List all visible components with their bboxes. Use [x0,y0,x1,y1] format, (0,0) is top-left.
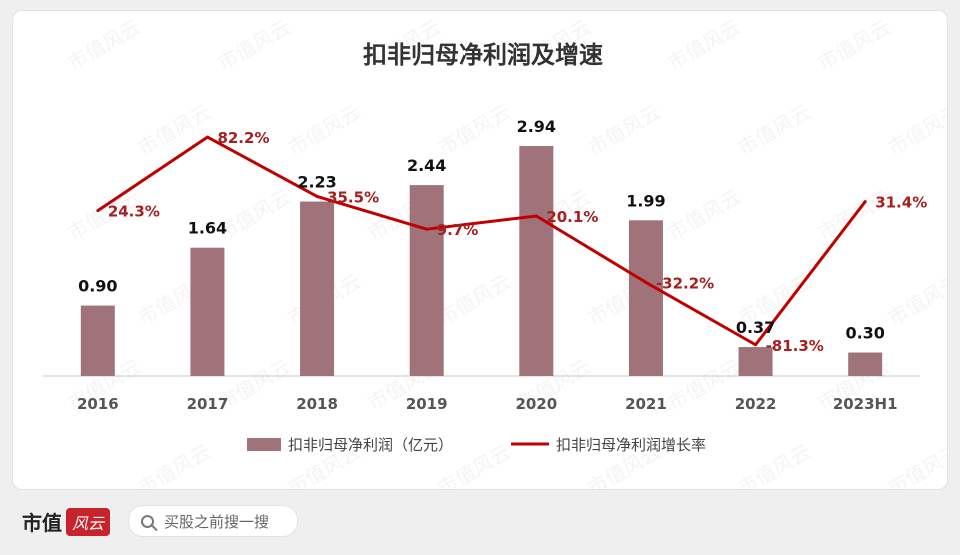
growth-value-label: 20.1% [546,208,598,226]
growth-value-label: 82.2% [217,129,269,147]
search-text: 买股之前搜一搜 [164,512,270,531]
watermark-text: 市值风云 [734,440,815,489]
watermark-text: 市值风云 [284,100,365,161]
watermark-text: 市值风云 [434,270,515,331]
watermark-text: 市值风云 [664,185,745,246]
x-tick-label: 2016 [77,395,119,413]
bar-2018 [300,201,335,376]
watermark-text: 市值风云 [884,270,948,331]
x-tick-label: 2018 [296,395,338,413]
growth-point [205,135,209,139]
growth-value-label: -32.2% [656,274,714,292]
bar-value-label: 2.23 [297,173,336,192]
growth-point [315,194,319,198]
x-tick-label: 2019 [406,395,448,413]
growth-point [644,280,648,284]
growth-point [96,209,100,213]
growth-value-label: 31.4% [875,194,927,212]
bar-2017 [190,247,225,376]
brand-logo: 市值 风云 [22,507,111,536]
bar-value-label: 0.37 [736,318,775,337]
legend: 扣非归母净利润（亿元） 扣非归母净利润增长率 [247,436,706,454]
growth-value-label: -81.3% [766,337,824,355]
watermark-text: 市值风云 [884,100,948,161]
watermark-text: 市值风云 [664,355,745,416]
brand-name: 市值 [22,511,62,535]
bar-2020 [519,146,554,376]
watermark-text: 市值风云 [134,100,215,161]
bar-2019 [409,185,444,376]
watermark-text: 市值风云 [434,100,515,161]
search-icon [141,514,154,528]
x-tick-label: 2017 [187,395,229,413]
watermark-text: 市值风云 [134,440,215,489]
bar-2016 [80,305,115,376]
watermark-text: 市值风云 [884,440,948,489]
bar-value-label: 0.90 [78,277,117,296]
growth-line [96,135,867,347]
bar-2022 [738,347,773,376]
search-pill[interactable]: 买股之前搜一搜 [128,505,298,537]
growth-point [863,200,867,204]
watermark-text: 市值风云 [814,15,895,76]
growth-point [425,227,429,231]
bar-value-label: 1.64 [188,219,227,238]
watermark-text: 市值风云 [584,100,665,161]
chart-card: 市值风云 市值风云 市值风云 市值风云 市值风云 市值风云 市值风云 市值风云 市值风云 市值风云… [12,10,948,490]
x-tick-label: 2022 [735,395,777,413]
bar-value-label: 2.44 [407,156,446,175]
watermark-text: 市值风云 [64,15,145,76]
bar-value-label: 2.94 [517,117,556,136]
legend-label-line: 扣非归母净利润增长率 [556,436,706,454]
growth-value-label: 24.3% [108,203,160,221]
growth-value-label: 35.5% [327,188,379,206]
legend-label-bar: 扣非归母净利润（亿元） [288,436,453,454]
bar-2021 [628,220,663,376]
bar-value-label: 0.30 [845,324,884,343]
footer: 市值 风云 买股之前搜一搜 [0,495,960,555]
watermark-text: 市值风云 [664,15,745,76]
growth-value-label: 9.7% [437,221,479,239]
bar-value-label: 1.99 [626,191,665,210]
watermark-text: 市值风云 [214,15,295,76]
x-tick-label: 2021 [625,395,667,413]
legend-swatch-bar [247,438,281,451]
x-tick-label: 2020 [515,395,557,413]
growth-point [754,343,758,347]
growth-point [534,214,538,218]
x-tick-label: 2023H1 [833,395,898,413]
chart-title: 扣非归母净利润及增速 [363,41,603,69]
watermark-text: 市值风云 [734,100,815,161]
brand-seal: 风云 [66,507,111,536]
bar-2023H1 [848,352,883,376]
